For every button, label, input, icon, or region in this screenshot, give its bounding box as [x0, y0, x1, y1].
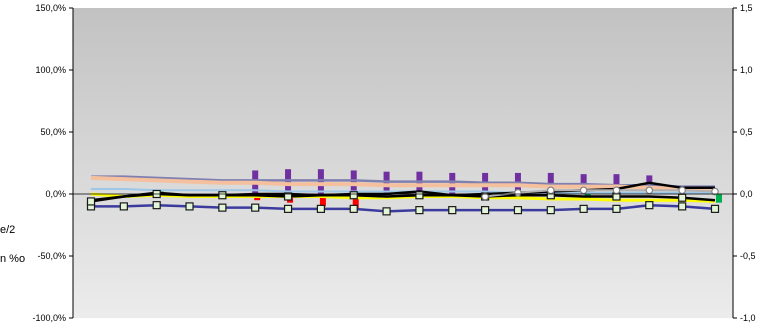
- y-tick-label-left-0: 150,0%: [35, 3, 66, 13]
- series-marker-7-16: [613, 187, 619, 193]
- series-marker-4-6: [285, 205, 292, 212]
- series-marker-7-17: [646, 187, 652, 193]
- series-marker-4-4: [219, 204, 226, 211]
- series-marker-4-18: [679, 203, 686, 210]
- series-marker-4-2: [153, 202, 160, 209]
- y-tick-label-right-5: -1,0: [740, 313, 756, 323]
- y-tick-label-left-4: -50,0%: [37, 251, 66, 261]
- series-marker-5-0: [88, 198, 95, 205]
- bar-2-19: [716, 194, 722, 203]
- series-marker-4-9: [383, 208, 390, 215]
- plot-area: [73, 8, 733, 318]
- side-label-1: e/2: [0, 224, 15, 236]
- series-marker-4-16: [613, 205, 620, 212]
- series-marker-5-8: [350, 192, 357, 199]
- y-tick-label-right-1: 1,0: [740, 65, 753, 75]
- series-marker-7-14: [548, 187, 554, 193]
- series-marker-4-15: [580, 205, 587, 212]
- y-tick-label-right-4: -0,5: [740, 251, 756, 261]
- series-marker-4-13: [514, 207, 521, 214]
- series-marker-4-1: [120, 203, 127, 210]
- y-tick-label-right-0: 1,5: [740, 3, 753, 13]
- series-marker-4-19: [712, 205, 719, 212]
- series-marker-4-14: [547, 207, 554, 214]
- series-marker-4-11: [449, 207, 456, 214]
- series-marker-4-5: [252, 204, 259, 211]
- series-marker-5-10: [416, 192, 423, 199]
- series-marker-7-18: [679, 187, 685, 193]
- y-tick-label-left-2: 50,0%: [40, 127, 66, 137]
- series-marker-7-15: [580, 187, 586, 193]
- y-tick-label-right-3: 0,0: [740, 189, 753, 199]
- y-tick-label-left-3: 0,0%: [45, 189, 66, 199]
- series-marker-4-3: [186, 203, 193, 210]
- series-marker-7-13: [515, 190, 521, 196]
- y-tick-label-left-5: -100,0%: [32, 313, 66, 323]
- series-marker-4-10: [416, 207, 423, 214]
- side-label-2: n %o: [0, 253, 25, 265]
- series-marker-5-4: [219, 192, 226, 199]
- series-marker-5-18: [679, 194, 686, 201]
- y-tick-label-right-2: 0,5: [740, 127, 753, 137]
- series-marker-4-7: [317, 205, 324, 212]
- series-marker-4-12: [482, 207, 489, 214]
- series-marker-4-17: [646, 202, 653, 209]
- y-tick-label-left-1: 100,0%: [35, 65, 66, 75]
- series-marker-4-8: [350, 205, 357, 212]
